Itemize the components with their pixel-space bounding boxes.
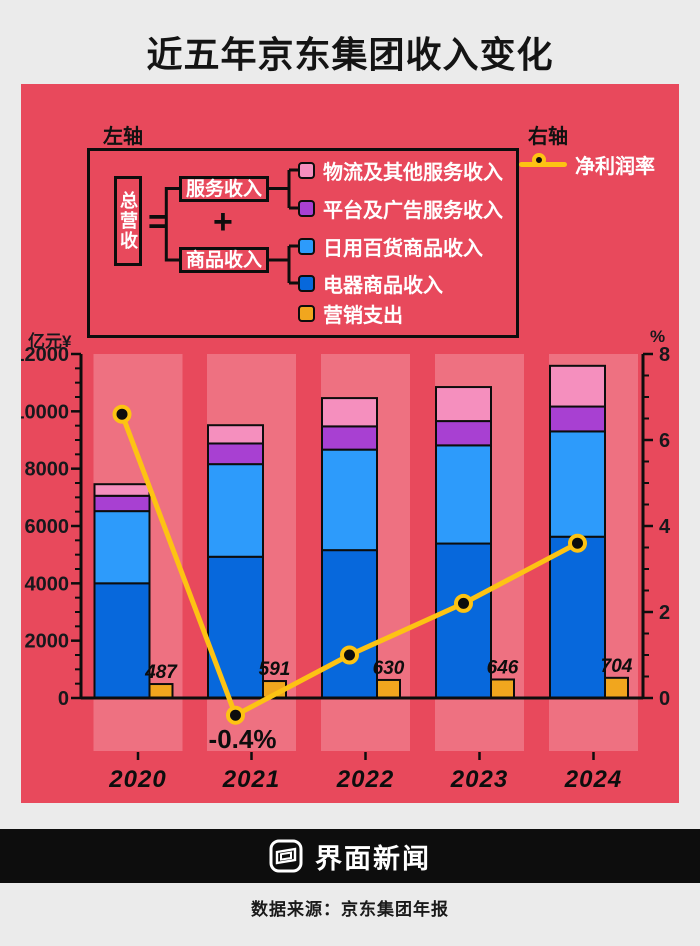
bar-segment xyxy=(435,444,492,545)
total-revenue-node: 总营收 xyxy=(114,176,142,266)
bar-segment xyxy=(93,494,151,513)
net-margin-point xyxy=(568,533,587,553)
right-tick-label: 4 xyxy=(659,516,671,538)
ads-swatch-icon xyxy=(298,199,315,217)
marketing-value-label: 487 xyxy=(144,662,178,683)
right-axis-unit: % xyxy=(650,327,666,346)
bar-segment xyxy=(93,582,151,699)
net-margin-point xyxy=(340,645,359,665)
equals-sign: = xyxy=(148,203,168,241)
marketing-bar xyxy=(376,678,401,700)
legend-item-label: 物流及其他服务收入 xyxy=(323,161,503,184)
marketing-bar xyxy=(490,678,515,699)
left-tick-label: 10000 xyxy=(21,401,69,423)
bar-segment xyxy=(93,483,151,497)
bar-segment xyxy=(321,549,378,699)
data-source: 数据来源：京东集团年报 xyxy=(251,900,449,919)
right-tick-label: 6 xyxy=(659,430,670,452)
left-tick-label: 2000 xyxy=(25,631,70,653)
left-tick-label: 8000 xyxy=(25,459,70,481)
general-goods-swatch-icon xyxy=(298,237,315,255)
line-series-legend: 净利润率 xyxy=(519,150,655,179)
marketing-value-label: 591 xyxy=(259,659,291,680)
bar-segment xyxy=(435,542,492,699)
left-tick-label: 0 xyxy=(58,688,69,710)
right-axis-note: 右轴 xyxy=(528,126,568,148)
revenue-combo-chart: 487 591 630 646 704 0 2000 4000 6000 8000 10000 120… xyxy=(21,344,671,793)
bar-segment xyxy=(321,425,378,451)
bar-segment xyxy=(321,397,378,428)
legend-item-label: 平台及广告服务收入 xyxy=(323,199,503,222)
logistics-swatch-icon xyxy=(298,161,315,179)
marketing-value-label: 646 xyxy=(487,657,519,678)
net-margin-point xyxy=(226,705,245,725)
marketing-value-label: 630 xyxy=(373,658,405,679)
marketing-bar xyxy=(604,676,629,699)
brand-name: 界面新闻 xyxy=(315,843,431,874)
legend-connector-lines xyxy=(164,168,298,285)
left-axis-unit: 亿元¥ xyxy=(28,332,72,351)
bar-segment xyxy=(207,442,264,466)
brand-bar: 界面新闻 xyxy=(0,829,700,883)
bar-segment xyxy=(207,424,264,445)
right-tick-label: 2 xyxy=(659,602,670,624)
left-tick-label: 12000 xyxy=(21,344,69,366)
legend-item-marketing: 营销支出 xyxy=(298,302,403,327)
bar-segment xyxy=(549,364,606,408)
legend-item-logistics: 物流及其他服务收入 xyxy=(298,159,503,184)
bar-segment xyxy=(549,405,606,433)
legend-item-general-goods: 日用百货商品收入 xyxy=(298,235,483,260)
net-margin-line-icon xyxy=(519,153,567,176)
electronics-swatch-icon xyxy=(298,274,315,292)
bar-segment xyxy=(435,420,492,447)
page-title: 近五年京东集团收入变化 xyxy=(146,34,554,75)
infographic-poster: 左轴 右轴 总营收 = 服务收入 + 商品收入 物流及其他服务收入 平台及广告服… xyxy=(21,84,679,803)
bar-segment xyxy=(549,535,606,700)
year-label: 2023 xyxy=(450,766,508,793)
marketing-value-label: 704 xyxy=(601,656,633,677)
plus-sign: + xyxy=(213,203,233,241)
year-label: 2021 xyxy=(222,766,280,793)
right-tick-label: 0 xyxy=(659,688,670,710)
year-label: 2022 xyxy=(336,766,394,793)
legend-item-label: 电器商品收入 xyxy=(323,274,443,297)
legend-item-ads: 平台及广告服务收入 xyxy=(298,197,503,222)
line-series-label: 净利润率 xyxy=(575,156,655,178)
service-revenue-node: 服务收入 xyxy=(179,176,269,202)
legend-box: 总营收 = 服务收入 + 商品收入 物流及其他服务收入 平台及广告服务收入 日用… xyxy=(87,148,519,338)
legend-item-label: 日用百货商品收入 xyxy=(323,237,483,260)
goods-revenue-node: 商品收入 xyxy=(179,247,269,273)
right-tick-label: 8 xyxy=(659,344,670,366)
negative-margin-annotation: -0.4% xyxy=(209,724,277,754)
bar-segment xyxy=(207,463,264,558)
bar-segment xyxy=(435,386,492,423)
left-tick-label: 6000 xyxy=(25,516,70,538)
bar-segment xyxy=(549,430,606,538)
year-label: 2024 xyxy=(564,766,622,793)
marketing-swatch-icon xyxy=(298,304,315,322)
left-axis-note: 左轴 xyxy=(103,126,143,148)
bar-segment xyxy=(207,555,264,699)
bar-segment xyxy=(321,448,378,552)
net-margin-point xyxy=(454,593,473,613)
left-tick-label: 4000 xyxy=(25,573,70,595)
year-label: 2020 xyxy=(108,766,166,793)
net-margin-point xyxy=(112,404,132,424)
legend-item-label: 营销支出 xyxy=(323,304,403,327)
marketing-bar xyxy=(148,683,174,699)
legend-item-electronics: 电器商品收入 xyxy=(298,272,443,297)
jiemian-logo-icon xyxy=(269,839,303,873)
bar-segment xyxy=(93,510,151,585)
